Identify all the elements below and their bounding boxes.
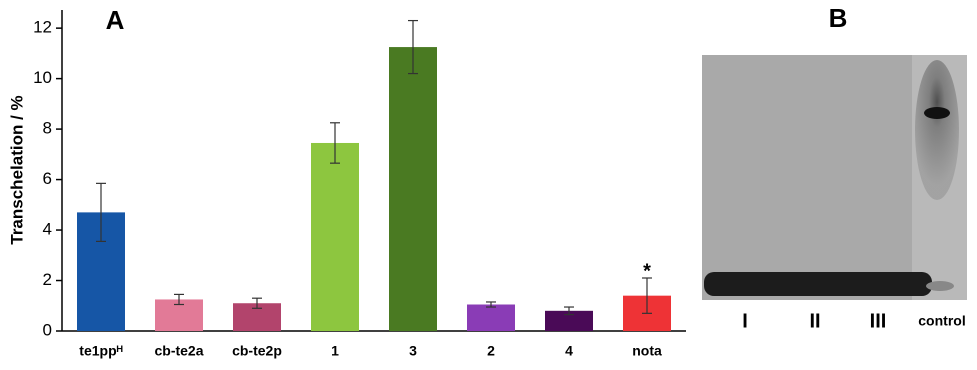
bar — [389, 47, 437, 331]
y-tick-label: 12 — [33, 18, 52, 37]
lane-label: III — [870, 310, 887, 332]
lane-label: II — [809, 310, 820, 332]
y-tick-label: 10 — [33, 68, 52, 87]
y-tick-label: 4 — [43, 220, 52, 239]
panel-label: A — [106, 5, 125, 35]
bar — [545, 310, 593, 331]
x-tick-label: nota — [632, 343, 662, 359]
bar — [311, 142, 359, 331]
bar — [467, 304, 515, 331]
x-tick-label: 4 — [565, 343, 573, 359]
panel-label: B — [829, 3, 848, 33]
y-axis-label: Transchelation / % — [7, 95, 26, 244]
lane-label: I — [742, 310, 748, 332]
y-tick-label: 8 — [43, 119, 52, 138]
x-tick-label: 2 — [487, 343, 495, 359]
gel-smear — [915, 60, 959, 200]
gel-band — [924, 107, 950, 119]
lane-label: control — [918, 313, 965, 329]
gel-band — [704, 272, 932, 296]
gel-panel: B — [702, 3, 967, 300]
x-tick-label: te1ppᴴ — [79, 343, 122, 359]
x-tick-label: 3 — [409, 343, 417, 359]
y-tick-label: 0 — [43, 320, 52, 339]
x-tick-label: cb-te2p — [232, 343, 282, 359]
annotation: * — [643, 260, 651, 282]
y-tick-label: 6 — [43, 169, 52, 188]
x-tick-label: cb-te2a — [154, 343, 203, 359]
gel-band — [926, 281, 954, 291]
x-tick-label: 1 — [331, 343, 339, 359]
y-tick-label: 2 — [43, 270, 52, 289]
